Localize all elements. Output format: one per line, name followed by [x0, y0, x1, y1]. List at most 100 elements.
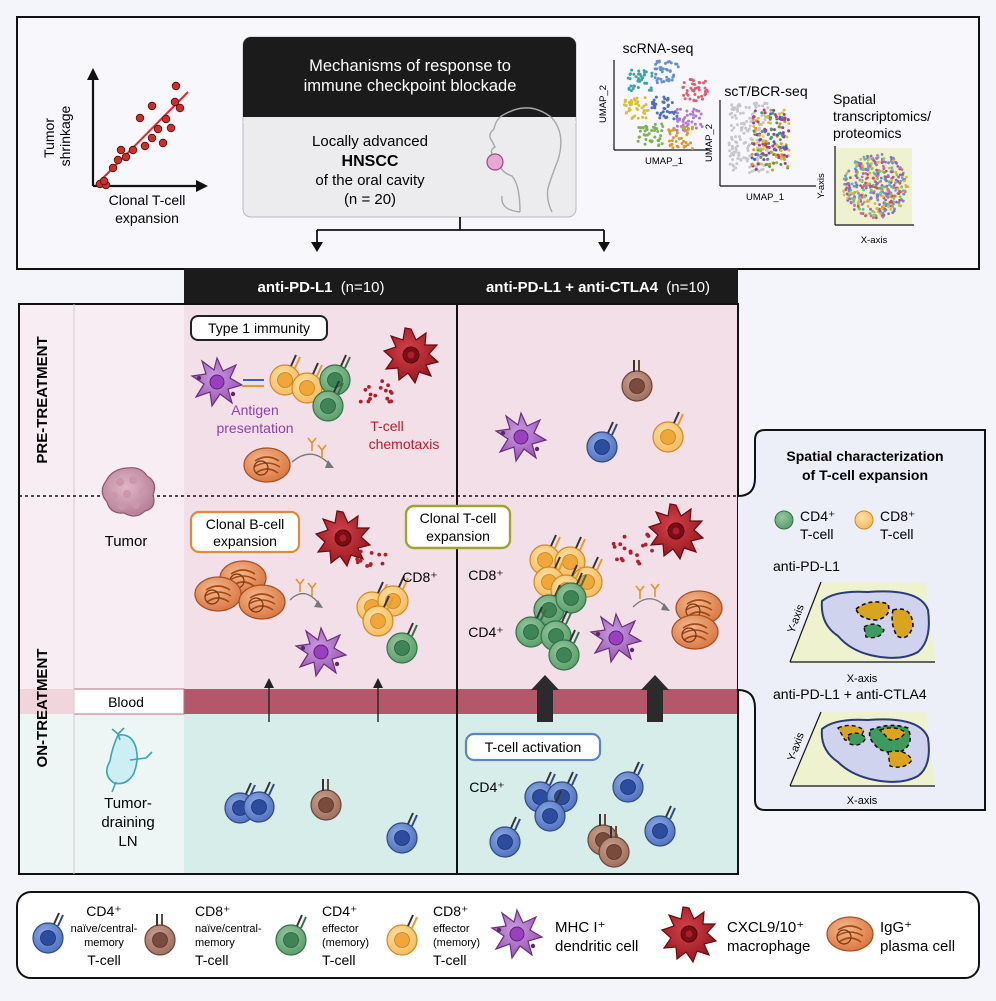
scatter-mark	[775, 121, 779, 125]
title-line-3: of the oral cavity	[315, 172, 425, 189]
arm1-header: anti-PD-L1 (n=10)	[258, 279, 385, 296]
scatter-mark	[866, 154, 869, 158]
scatter-mark	[662, 114, 666, 118]
scatter-mark	[762, 108, 766, 112]
scatter-mark	[662, 95, 666, 99]
scatter-mark	[668, 132, 672, 136]
scatter-mark	[629, 84, 633, 88]
legend-1-line4: T-cell	[87, 952, 120, 968]
scatter-mark	[866, 176, 869, 180]
scatter-mark	[649, 88, 653, 92]
scatter-mark	[860, 186, 864, 190]
scatter-mark	[767, 141, 771, 145]
scatter-mark	[861, 202, 864, 206]
scatter-mark	[859, 184, 862, 188]
scatter-mark	[882, 213, 886, 217]
scatter-mark	[650, 74, 654, 78]
scatter-mark	[170, 97, 180, 107]
scatter-mark	[890, 170, 893, 174]
scatter-mark	[689, 141, 693, 145]
scatter-mark	[738, 137, 742, 141]
scatter-mark	[879, 191, 882, 195]
scatter-mark	[873, 161, 877, 165]
scatter-mark	[689, 112, 693, 116]
scatter-mark	[737, 102, 741, 106]
scatter-mark	[735, 109, 739, 113]
title-heading-1: Mechanisms of response to	[309, 57, 511, 75]
scatter-mark	[147, 133, 157, 143]
scatter-mark	[652, 98, 656, 102]
scatter-mark	[760, 111, 764, 115]
scatter-mark	[691, 82, 695, 86]
scatter-mark	[644, 81, 648, 85]
legend-5-line1: MHC I⁺	[555, 919, 605, 936]
scatter-mark	[656, 130, 660, 134]
scatter-mark	[662, 106, 666, 110]
scatter-mark	[761, 104, 765, 108]
scatter-mark	[844, 177, 848, 181]
bcell-label-2: expansion	[213, 533, 277, 549]
legend-4-line1: CD8⁺	[433, 903, 468, 919]
scatter-mark	[852, 198, 856, 202]
scatter-points	[95, 81, 185, 190]
scatter-mark	[355, 557, 360, 562]
scatter-mark	[779, 142, 783, 146]
scatter-mark	[741, 111, 745, 115]
spatial-title-3: proteomics	[833, 125, 901, 141]
scatter-mark	[787, 129, 791, 133]
scatter-mark	[769, 150, 773, 154]
legend-3-line3: (memory)	[322, 937, 369, 949]
scatter-mark	[671, 146, 675, 150]
scatter-mark	[735, 123, 739, 127]
scatter-mark	[732, 153, 736, 157]
scatter-mark	[660, 129, 664, 133]
arm2-cd4-label: CD4⁺	[468, 624, 503, 640]
scatter-mark	[868, 212, 872, 215]
scatter-mark	[682, 139, 686, 143]
scatter-mark	[635, 553, 639, 558]
scatter-mark	[629, 99, 633, 103]
bcell-label-1: Clonal B-cell	[206, 516, 285, 532]
scatter-mark	[759, 162, 763, 166]
scatter-mark	[777, 145, 781, 149]
scatter-mark	[896, 187, 900, 191]
scatter-mark	[655, 67, 659, 71]
title-heading-2: immune checkpoint blockade	[304, 77, 517, 95]
scatter-mark	[847, 184, 851, 187]
scatter-mark	[767, 145, 771, 149]
scatter-mark	[696, 86, 700, 90]
scatter-mark	[884, 160, 888, 164]
scatter-mark	[897, 192, 901, 196]
scatter-mark	[754, 126, 758, 130]
scatter-mark	[876, 194, 880, 198]
scatter-ylabel-1: Tumor	[41, 118, 57, 158]
scatter-mark	[692, 89, 696, 93]
plot1-xlabel: X-axis	[847, 673, 878, 685]
scatter-mark	[358, 558, 363, 563]
scatter-mark	[685, 113, 689, 117]
scatter-mark	[872, 159, 876, 163]
scatter-mark	[879, 212, 883, 216]
svg-text:Tumor shrinkage: Tumor shrinkage	[41, 105, 73, 166]
scatter-mark	[898, 195, 902, 199]
scatter-mark	[848, 197, 852, 201]
scatter-mark	[896, 164, 900, 168]
scatter-mark	[848, 191, 851, 195]
scatter-mark	[700, 97, 704, 101]
scatter-mark	[747, 143, 751, 147]
scatter-mark	[872, 191, 876, 195]
scatter-mark	[368, 392, 373, 397]
umap-scrna: scRNA-seq UMAP_1 UMAP_2	[598, 40, 710, 167]
spatial-omics-plot: Spatial transcriptomics/ proteomics X-ax…	[816, 91, 931, 246]
scatter-mark	[848, 176, 852, 180]
spatial-cd8-2: T-cell	[880, 526, 913, 542]
scatter-mark	[697, 95, 701, 99]
scatter-mark	[670, 101, 674, 105]
scatter-mark	[684, 121, 688, 125]
scatter-mark	[365, 564, 370, 568]
scatter-mark	[882, 204, 885, 208]
scatter-mark	[882, 157, 886, 161]
scatter-mark	[897, 204, 901, 207]
scatter-mark	[641, 126, 645, 130]
scatter-mark	[859, 166, 863, 170]
